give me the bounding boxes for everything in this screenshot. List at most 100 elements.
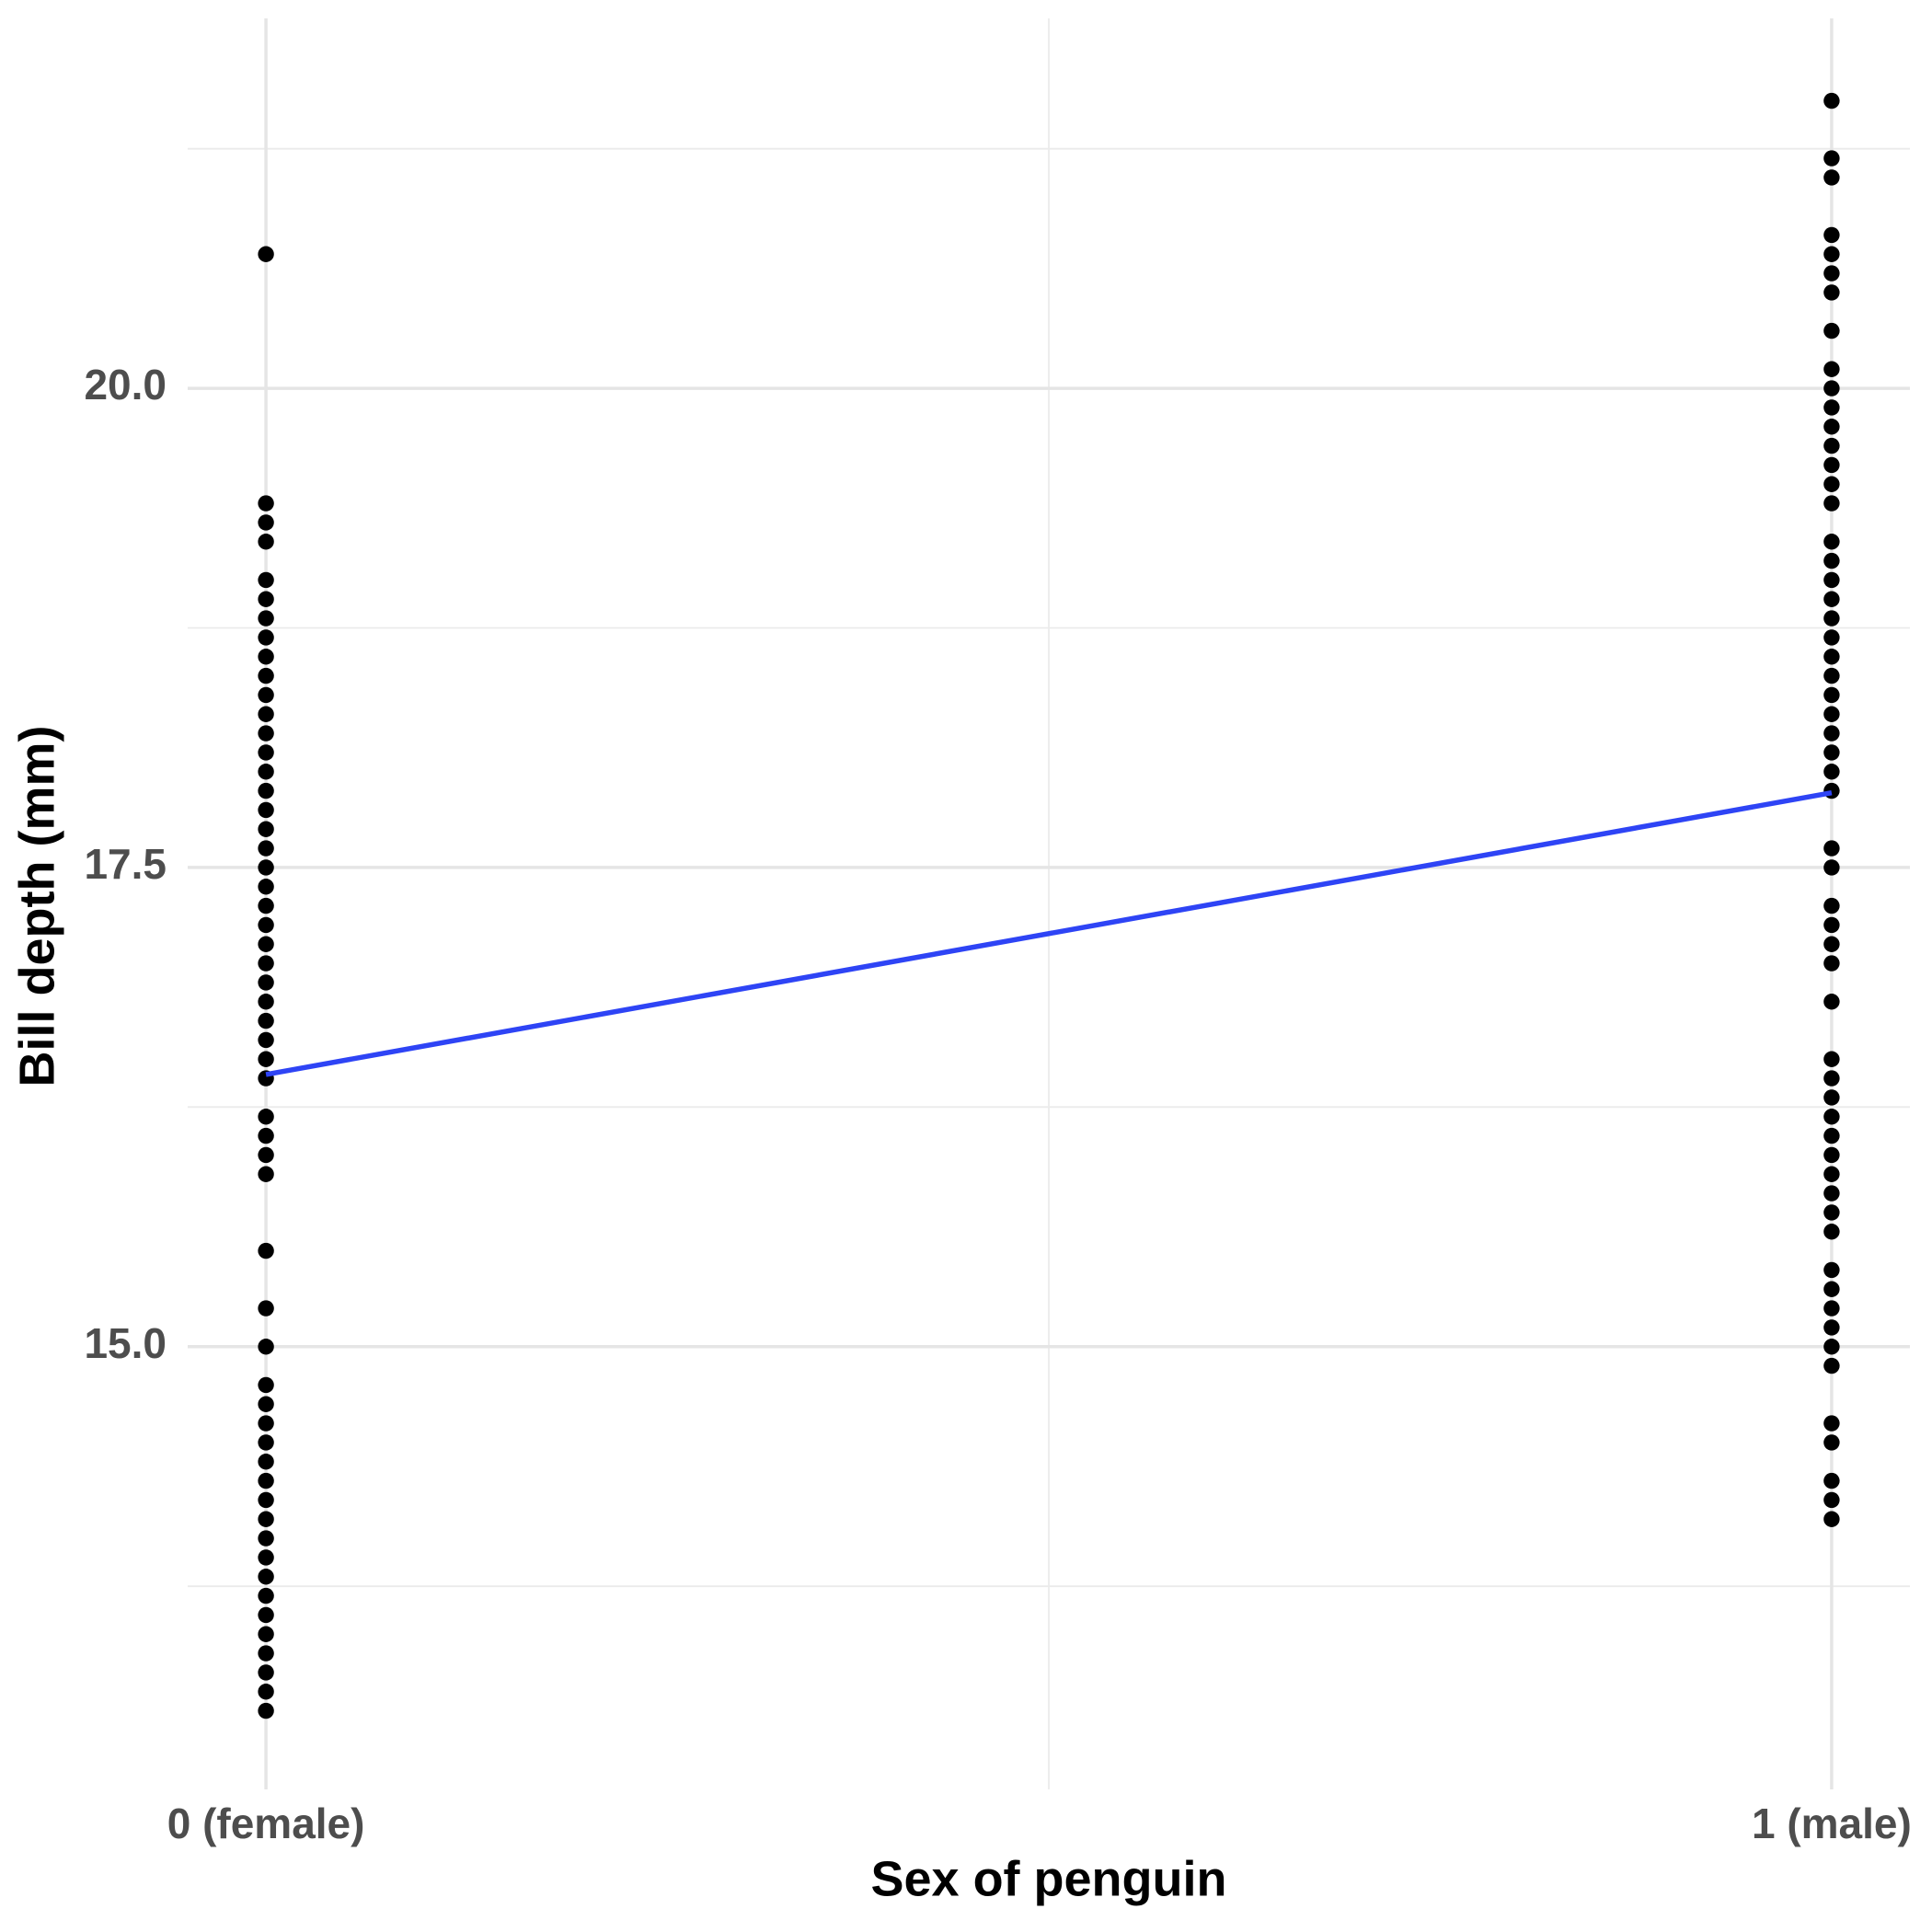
point — [258, 782, 274, 799]
grid — [188, 18, 1910, 1789]
point — [1823, 1415, 1840, 1432]
point — [1823, 284, 1840, 301]
point — [1823, 1089, 1840, 1106]
point — [1823, 629, 1840, 646]
point — [258, 1376, 274, 1394]
point — [1823, 725, 1840, 742]
point — [1823, 534, 1840, 550]
point — [258, 1031, 274, 1049]
point — [258, 1587, 274, 1604]
point — [258, 1242, 274, 1259]
point — [258, 1454, 274, 1470]
point — [1823, 1357, 1840, 1374]
point — [1823, 686, 1840, 704]
point — [1823, 150, 1840, 167]
point — [1823, 1146, 1840, 1164]
point — [1823, 552, 1840, 569]
point — [1823, 1300, 1840, 1317]
point — [258, 840, 274, 857]
point — [258, 495, 274, 512]
point — [258, 974, 274, 991]
x-tick-label: 0 (female) — [167, 1800, 365, 1847]
y-tick-label: 15.0 — [84, 1319, 167, 1367]
x-tick-label: 1 (male) — [1752, 1800, 1912, 1847]
point — [258, 1569, 274, 1585]
fit-line — [265, 789, 1833, 1077]
point — [258, 1491, 274, 1509]
point — [1823, 610, 1840, 627]
point — [258, 1434, 274, 1451]
point — [1823, 955, 1840, 972]
point — [1823, 591, 1840, 607]
point — [1823, 1109, 1840, 1125]
point — [258, 534, 274, 550]
point — [258, 1012, 274, 1029]
point — [1823, 859, 1840, 876]
point — [1823, 994, 1840, 1010]
point — [1823, 571, 1840, 589]
point — [258, 1702, 274, 1719]
point — [258, 610, 274, 627]
point — [1823, 764, 1840, 780]
point — [258, 955, 274, 972]
point — [258, 1626, 274, 1642]
point — [258, 1684, 274, 1700]
point — [258, 764, 274, 780]
point — [258, 1300, 274, 1317]
point — [258, 667, 274, 684]
point — [1823, 322, 1840, 339]
point — [1823, 456, 1840, 474]
point — [1823, 380, 1840, 397]
point — [1823, 1127, 1840, 1144]
point — [1823, 1070, 1840, 1087]
point — [258, 1166, 274, 1182]
point — [1823, 1224, 1840, 1240]
point — [258, 1127, 274, 1144]
point — [258, 879, 274, 895]
point — [1823, 782, 1840, 799]
point — [258, 1664, 274, 1681]
point — [258, 1396, 274, 1412]
point — [1823, 840, 1840, 857]
point — [1823, 1185, 1840, 1202]
point — [1823, 246, 1840, 262]
point — [1823, 1434, 1840, 1451]
point — [258, 1606, 274, 1624]
marks — [258, 92, 1840, 1719]
point — [258, 1549, 274, 1566]
point — [1823, 667, 1840, 684]
point — [1823, 1166, 1840, 1182]
point — [1823, 1319, 1840, 1336]
point — [1823, 1204, 1840, 1221]
point — [1823, 265, 1840, 282]
point — [1823, 1281, 1840, 1297]
point — [258, 916, 274, 934]
point — [1823, 649, 1840, 665]
point — [258, 1511, 274, 1527]
point — [258, 686, 274, 704]
point — [258, 725, 274, 742]
point — [258, 1530, 274, 1547]
point — [1823, 226, 1840, 244]
point — [1823, 1261, 1840, 1279]
point — [258, 629, 274, 646]
point — [258, 859, 274, 876]
point — [258, 1339, 274, 1355]
point — [1823, 92, 1840, 109]
x-axis-title: Sex of penguin — [870, 1851, 1226, 1906]
point — [258, 821, 274, 837]
point — [258, 801, 274, 819]
point — [258, 649, 274, 665]
point — [258, 1415, 274, 1432]
y-tick-label: 20.0 — [84, 361, 167, 408]
point — [258, 994, 274, 1010]
point — [1823, 897, 1840, 914]
point — [258, 591, 274, 607]
point — [1823, 495, 1840, 512]
point — [1823, 1339, 1840, 1355]
point — [258, 1051, 274, 1067]
point — [258, 1645, 274, 1662]
point — [258, 571, 274, 589]
point — [1823, 399, 1840, 416]
